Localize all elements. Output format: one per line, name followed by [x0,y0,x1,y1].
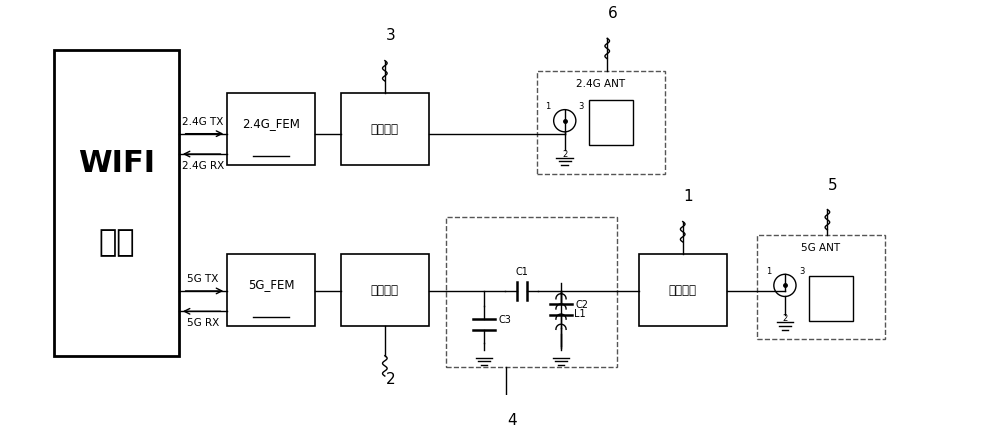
Text: C2: C2 [576,300,589,310]
Text: 2.4G_FEM: 2.4G_FEM [242,117,300,130]
Text: WIFI: WIFI [78,149,155,178]
Text: 2.4G ANT: 2.4G ANT [576,79,625,89]
Text: 5G_FEM: 5G_FEM [248,278,294,291]
Bar [446,217,617,367]
Text: 5: 5 [828,178,838,193]
Bar [639,254,727,326]
Text: 2: 2 [386,372,395,387]
Text: C3: C3 [499,314,512,325]
Text: 2.4G RX: 2.4G RX [182,161,224,171]
Text: 芯片: 芯片 [98,228,135,257]
Text: 3: 3 [579,102,584,111]
Text: 匹配电路: 匹配电路 [669,283,697,297]
Text: 4: 4 [507,413,517,425]
Bar [341,254,429,326]
Text: 1: 1 [545,102,551,111]
Text: 1: 1 [766,267,771,276]
Text: 5G TX: 5G TX [187,274,219,284]
Text: C1: C1 [515,267,528,277]
Bar [537,71,665,174]
Bar [227,93,315,165]
Text: 匹配电路: 匹配电路 [371,283,399,297]
Text: 2.4G TX: 2.4G TX [182,116,224,127]
Bar [809,276,853,320]
Text: 3: 3 [386,28,395,43]
Text: 2: 2 [782,314,788,323]
Bar [341,93,429,165]
Text: L1: L1 [574,309,586,319]
Text: 2: 2 [562,150,567,159]
Text: 3: 3 [799,267,804,276]
Text: 1: 1 [683,189,693,204]
Text: 5G RX: 5G RX [187,318,219,329]
Bar [589,100,633,145]
Bar [757,235,885,339]
Text: 5G ANT: 5G ANT [801,244,841,253]
Text: 匹配电路: 匹配电路 [371,122,399,136]
Bar [227,254,315,326]
Bar [54,51,179,356]
Text: 6: 6 [608,6,618,21]
